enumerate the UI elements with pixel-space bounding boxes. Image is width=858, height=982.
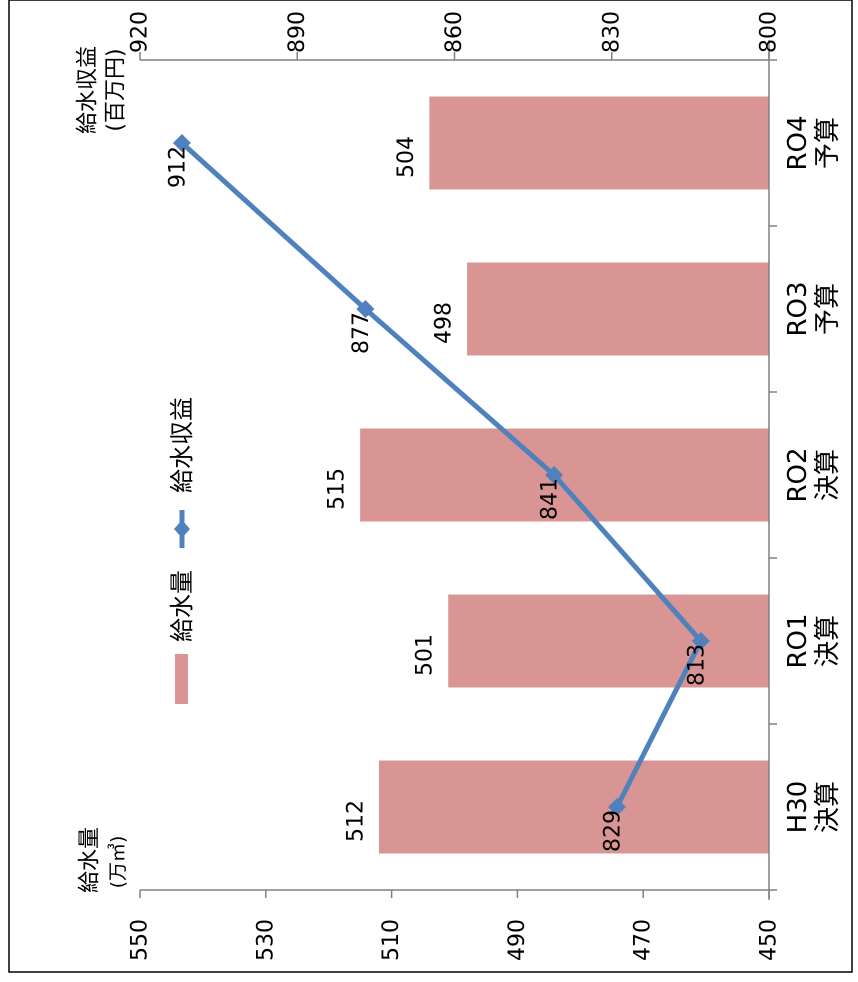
bar-h30 [379,760,769,854]
secondary-axis-title-unit: (百万円) [104,48,129,131]
line-marker-ro2 [545,466,564,484]
line-marker-ro4 [172,134,191,152]
category-label-line2: 予算 [813,117,843,169]
primary-tick-label: 450 [757,919,782,961]
line-label-ro2: 841 [538,478,563,520]
category-label-line1: H30 [783,781,813,834]
legend-line-label: 給水収益 [168,397,196,493]
plot-area: 512 501 515 498 504 450 470 490 510 530 550 800 830 8… [76,11,844,961]
line-marker-ro1 [691,632,710,650]
chart-border [8,0,853,973]
line-label-ro4: 912 [165,146,190,188]
secondary-tick-label: 890 [285,11,310,53]
line-label-ro3: 877 [349,312,374,354]
bar-label-h30: 512 [344,800,369,842]
primary-tick-label: 510 [379,919,404,961]
category-label-line1: RO1 [783,613,813,668]
bar-ro1 [448,594,769,688]
line-marker-h30 [607,798,626,816]
legend-bar-swatch [175,654,188,704]
secondary-tick-label: 830 [599,11,624,53]
category-label-line2: 予算 [813,283,843,335]
line-label-ro1: 813 [684,644,709,686]
primary-tick-label: 490 [505,919,530,961]
primary-tick-label: 530 [253,919,278,961]
primary-axis-title: 給水量 [78,827,103,893]
legend-bar-label: 給水量 [168,570,196,642]
category-label-line1: RO4 [783,115,813,170]
bar-ro3 [467,262,769,356]
line-marker-ro3 [356,300,375,318]
secondary-axis-title: 給水収益 [76,46,101,134]
primary-tick-label: 470 [631,919,656,961]
primary-tick-label: 550 [128,919,153,961]
bar-label-ro4: 504 [394,136,419,178]
secondary-tick-label: 800 [757,11,782,53]
line-label-h30: 829 [600,810,625,852]
category-label-line2: 決算 [813,781,843,833]
secondary-tick-label: 860 [442,11,467,53]
category-label-line2: 決算 [813,449,843,501]
bar-ro2 [360,428,769,522]
category-label-line1: RO3 [783,281,813,336]
legend-line-marker [174,520,190,538]
secondary-tick-label: 920 [128,11,153,53]
bar-label-ro2: 515 [325,468,350,510]
bar-label-ro1: 501 [413,634,438,676]
primary-axis-title-unit: (万㎥) [107,836,129,889]
bar-ro4 [429,96,769,190]
bar-label-ro3: 498 [432,302,457,344]
category-label-line1: RO2 [783,447,813,502]
category-label-line2: 決算 [813,615,843,667]
